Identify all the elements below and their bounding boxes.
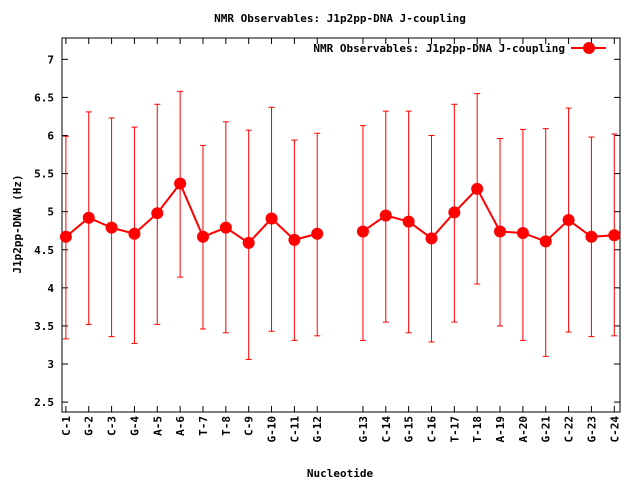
y-tick-label: 3.5 bbox=[34, 320, 54, 333]
data-point bbox=[471, 182, 484, 195]
y-tick-label: 4 bbox=[47, 282, 54, 295]
x-tick-label: C-24 bbox=[608, 416, 621, 443]
data-point bbox=[242, 236, 255, 249]
y-tick-label: 5.5 bbox=[34, 168, 54, 181]
x-axis: C-1 G-2 C-3 G-4 A-5 A-6 T-7 T-8 C-9 G-10 C-11 G-12 G… bbox=[60, 38, 621, 443]
x-tick-label: C-11 bbox=[288, 416, 301, 443]
data-point bbox=[219, 221, 232, 234]
data-point bbox=[82, 211, 95, 224]
series-line bbox=[362, 187, 615, 243]
y-tick-label: 2.5 bbox=[34, 396, 54, 409]
x-tick-label: C-14 bbox=[380, 416, 393, 443]
legend-marker bbox=[583, 42, 595, 54]
data-point bbox=[311, 227, 324, 240]
x-tick-label: G-23 bbox=[585, 416, 598, 443]
x-tick-label: G-10 bbox=[266, 416, 279, 443]
legend-label: NMR Observables: J1p2pp-DNA J-coupling bbox=[313, 42, 565, 55]
data-point bbox=[265, 212, 278, 225]
data-point bbox=[196, 230, 209, 243]
y-tick-label: 7 bbox=[47, 53, 54, 66]
chart-title: NMR Observables: J1p2pp-DNA J-coupling bbox=[214, 12, 466, 25]
data-point bbox=[448, 206, 461, 219]
data-point bbox=[425, 232, 438, 245]
data-point bbox=[174, 177, 187, 190]
x-tick-label: G-21 bbox=[540, 416, 553, 443]
data-point bbox=[379, 209, 392, 222]
x-tick-label: C-22 bbox=[563, 416, 576, 443]
data-point bbox=[151, 207, 164, 220]
data-point bbox=[494, 225, 507, 238]
y-tick-label: 3 bbox=[47, 358, 54, 371]
data-point bbox=[105, 221, 118, 234]
data-point bbox=[608, 229, 621, 242]
data-point bbox=[402, 215, 415, 228]
y-tick-label: 5 bbox=[47, 206, 54, 219]
x-tick-label: A-19 bbox=[494, 416, 507, 443]
series-line bbox=[65, 181, 318, 245]
data-point bbox=[288, 233, 301, 246]
data-point bbox=[516, 226, 529, 239]
x-axis-label: Nucleotide bbox=[307, 467, 374, 480]
data-point bbox=[585, 230, 598, 243]
plot-frame bbox=[61, 37, 621, 413]
x-tick-label: T-18 bbox=[471, 416, 484, 443]
x-tick-label: T-8 bbox=[220, 416, 233, 436]
x-tick-label: A-5 bbox=[151, 416, 164, 436]
data-point bbox=[562, 214, 575, 227]
x-tick-label: G-2 bbox=[83, 416, 96, 436]
x-tick-label: C-3 bbox=[106, 416, 119, 436]
x-tick-label: G-13 bbox=[357, 416, 370, 443]
data-point bbox=[539, 235, 552, 248]
data-point bbox=[128, 227, 141, 240]
x-tick-label: C-16 bbox=[425, 416, 438, 443]
x-tick-label: C-9 bbox=[243, 416, 256, 436]
x-tick-label: G-4 bbox=[128, 416, 141, 436]
data-point bbox=[59, 230, 72, 243]
y-tick-label: 6 bbox=[47, 129, 54, 142]
y-axis: 2.5 3 3.5 4 4.5 5 5.5 6 6.5 7 bbox=[34, 53, 620, 409]
legend: NMR Observables: J1p2pp-DNA J-coupling bbox=[313, 42, 606, 55]
y-tick-label: 4.5 bbox=[34, 244, 54, 257]
x-tick-label: T-17 bbox=[448, 416, 461, 443]
x-tick-label: G-12 bbox=[311, 416, 324, 443]
x-tick-label: T-7 bbox=[197, 416, 210, 436]
data-point bbox=[356, 225, 369, 238]
y-axis-label: J1p2pp-DNA (Hz) bbox=[11, 174, 24, 273]
y-tick-label: 6.5 bbox=[34, 91, 54, 104]
data-series bbox=[59, 90, 621, 360]
x-tick-label: A-20 bbox=[517, 416, 530, 443]
x-tick-label: G-15 bbox=[403, 416, 416, 443]
x-tick-label: C-1 bbox=[60, 416, 73, 436]
x-tick-label: A-6 bbox=[174, 416, 187, 436]
